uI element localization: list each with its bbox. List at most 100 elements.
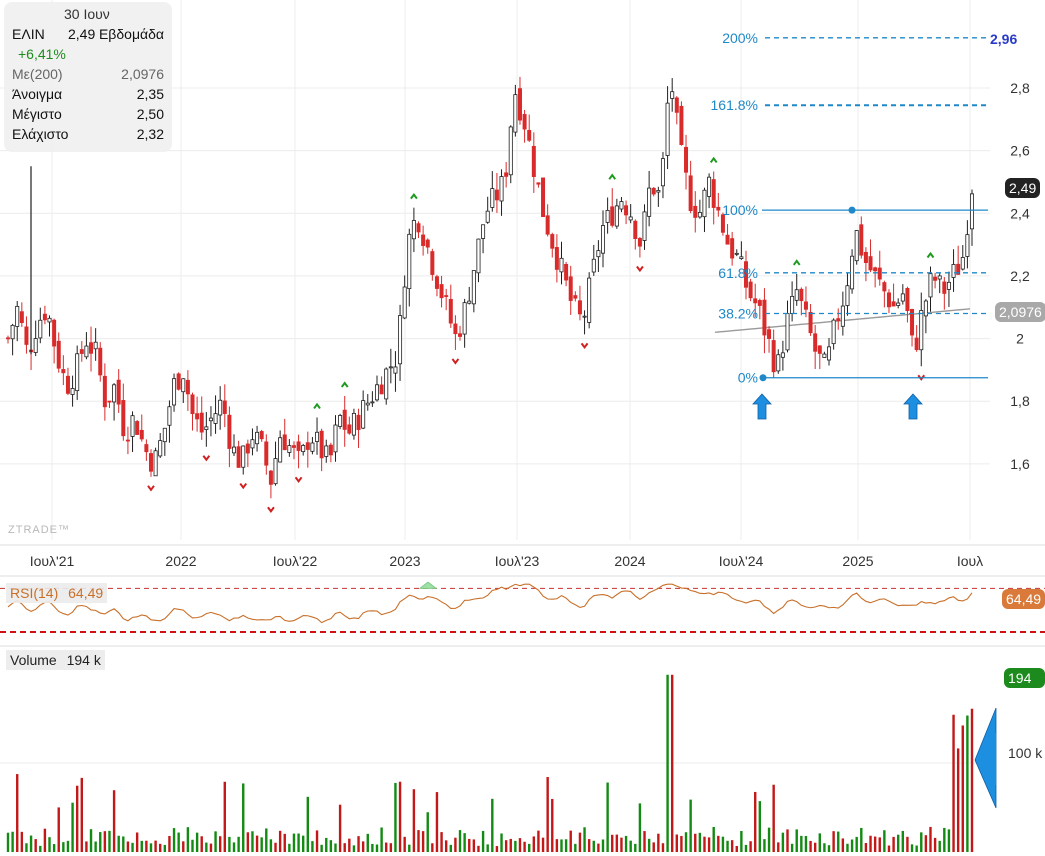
- fibonacci-levels[interactable]: 200% 161.8% 100% 61.8% 38.2% 0%: [711, 30, 988, 386]
- candle-body: [711, 179, 716, 208]
- volume-bar: [781, 832, 785, 852]
- candle-body: [577, 300, 582, 315]
- volume-bar: [191, 839, 194, 852]
- volume-bar: [541, 837, 545, 852]
- volume-bar: [149, 843, 153, 852]
- volume-bar: [823, 843, 826, 852]
- candle-body: [19, 311, 24, 324]
- volume-bar: [421, 831, 425, 852]
- candle-body: [817, 345, 822, 354]
- swing-high-marker: [608, 173, 617, 180]
- candle-body: [614, 205, 619, 227]
- up-arrow: [752, 393, 772, 420]
- candle-body: [910, 308, 915, 336]
- volume-bar: [924, 835, 928, 852]
- candle-body: [808, 311, 813, 334]
- volume-bar: [66, 840, 70, 852]
- candle-body: [762, 299, 767, 336]
- candle-body: [651, 187, 656, 195]
- volume-bar: [532, 836, 536, 852]
- volume-bar: [89, 829, 93, 852]
- candle-body: [767, 329, 772, 339]
- volume-bar: [500, 833, 503, 852]
- volume-bar: [712, 827, 715, 852]
- candle-body: [923, 300, 928, 317]
- candle-body: [301, 445, 306, 453]
- candle-body: [158, 440, 163, 457]
- candle-body: [928, 273, 933, 298]
- volume-bar: [569, 830, 572, 852]
- candle-body: [245, 443, 250, 454]
- info-interval[interactable]: Εβδομάδα: [98, 26, 164, 42]
- candle-body: [167, 406, 172, 426]
- candle-body: [688, 175, 693, 212]
- volume-bar: [371, 843, 374, 852]
- candle-body: [886, 292, 891, 308]
- candle-body: [444, 295, 449, 297]
- candle-body: [896, 302, 901, 306]
- volume-bar: [297, 833, 300, 852]
- rsi-legend: RSI(14) 64,49: [6, 583, 108, 603]
- volume-bar: [518, 838, 522, 852]
- volume-bar: [472, 839, 476, 852]
- candle-body: [393, 366, 398, 374]
- candle-body: [384, 368, 389, 400]
- info-open-value: 2,35: [136, 86, 164, 102]
- candle-body: [458, 333, 463, 337]
- volume-bar: [458, 830, 462, 852]
- volume-bar: [288, 843, 291, 852]
- volume-bar: [57, 807, 60, 852]
- swing-high-marker: [410, 192, 418, 200]
- volume-bar: [670, 674, 674, 852]
- candle-body: [522, 114, 527, 130]
- y-tick-label: 2,8: [1010, 80, 1030, 96]
- candle-body: [697, 212, 702, 218]
- candle-body: [854, 230, 859, 262]
- candle-body: [434, 276, 439, 289]
- candle-body: [873, 267, 878, 272]
- candle-body: [753, 298, 758, 304]
- last-price-tag: 2,49: [1005, 178, 1041, 198]
- annotation-arrows: [752, 393, 923, 420]
- candle-body: [730, 238, 735, 259]
- info-open-row: Άνοιγμα 2,35: [12, 86, 164, 104]
- candle-body: [891, 301, 896, 307]
- volume-bar: [412, 789, 416, 852]
- candle-body: [139, 429, 144, 440]
- x-tick-label: 2024: [614, 553, 645, 569]
- candle-body: [536, 182, 541, 185]
- volume-bar: [85, 841, 88, 852]
- candle-body: [374, 384, 379, 401]
- volume-bar: [717, 835, 720, 852]
- volume-bar: [11, 831, 14, 852]
- candle-body: [582, 315, 587, 318]
- candle-body: [351, 412, 356, 436]
- candle-body: [679, 105, 684, 145]
- volume-bar: [260, 837, 263, 852]
- candle-body: [241, 445, 246, 468]
- volume-bar: [491, 798, 494, 852]
- volume-bar: [463, 833, 466, 852]
- fib-anchor-high: [848, 206, 856, 214]
- volume-axis-label: 100 k: [1008, 745, 1043, 761]
- volume-bar: [947, 829, 951, 852]
- candle-body: [125, 439, 130, 442]
- volume-bar: [943, 827, 946, 852]
- volume-bar: [140, 840, 143, 852]
- volume-bar: [638, 803, 642, 852]
- candle-body: [919, 310, 924, 351]
- candle-body: [476, 238, 481, 274]
- candle-body: [656, 190, 661, 193]
- price-axis: 2,8 2,6 2,4 2,2 2 1,8 1,6: [1010, 80, 1030, 472]
- candle-body: [702, 189, 707, 218]
- candle-body: [877, 267, 882, 280]
- grid: [0, 0, 990, 540]
- info-high-row: Μέγιστο 2,50: [12, 106, 164, 124]
- candle-body: [121, 400, 126, 437]
- swing-low-marker: [917, 374, 926, 381]
- volume-bar: [892, 836, 895, 852]
- swing-low-marker: [267, 506, 275, 513]
- swing-high-marker: [792, 259, 801, 266]
- volume-bar: [777, 842, 780, 852]
